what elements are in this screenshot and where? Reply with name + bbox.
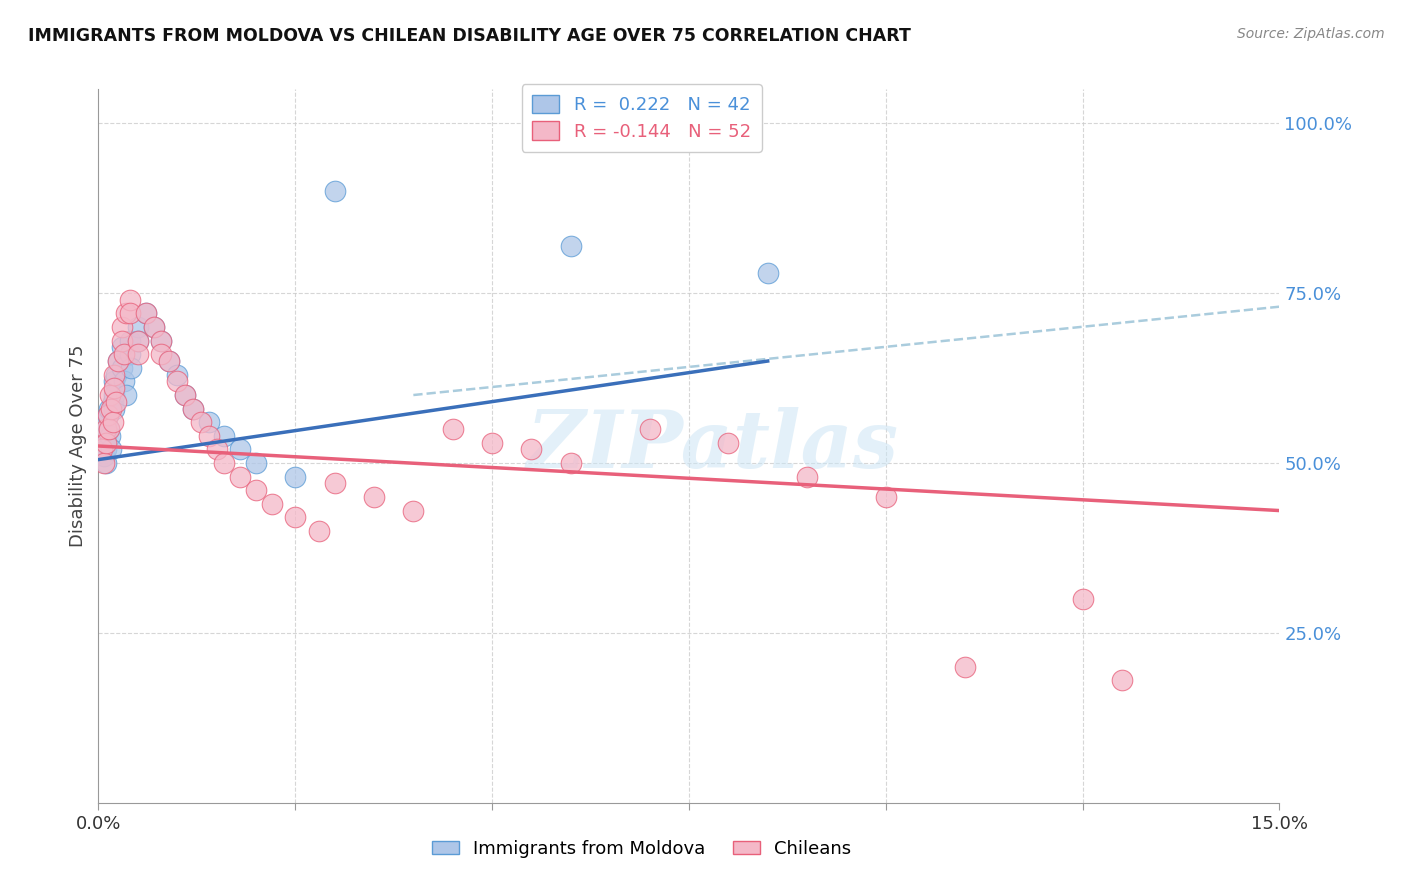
Legend: Immigrants from Moldova, Chileans: Immigrants from Moldova, Chileans <box>425 833 859 865</box>
Point <box>229 442 252 457</box>
Point <box>520 442 543 457</box>
Point <box>284 469 307 483</box>
Point <box>127 347 149 361</box>
Point <box>166 368 188 382</box>
Point <box>97 401 120 416</box>
Point <box>97 409 120 423</box>
Point <box>1111 673 1133 688</box>
Text: ZIPatlas: ZIPatlas <box>526 408 898 484</box>
Point <box>96 422 118 436</box>
Point <box>98 429 121 443</box>
Point <box>98 422 121 436</box>
Point <box>284 510 307 524</box>
Point <box>323 184 346 198</box>
Point <box>150 334 173 348</box>
Point <box>308 524 330 538</box>
Point <box>121 360 143 375</box>
Point <box>245 483 267 498</box>
Point <box>323 476 346 491</box>
Point <box>111 360 134 375</box>
Point <box>97 409 120 423</box>
Point <box>214 456 236 470</box>
Point <box>402 503 425 517</box>
Text: Source: ZipAtlas.com: Source: ZipAtlas.com <box>1237 27 1385 41</box>
Point <box>796 469 818 483</box>
Point <box>181 401 204 416</box>
Point <box>103 375 125 389</box>
Point <box>93 449 115 463</box>
Point <box>118 334 141 348</box>
Point <box>135 306 157 320</box>
Point <box>197 429 219 443</box>
Point <box>98 388 121 402</box>
Point <box>118 293 141 307</box>
Point <box>245 456 267 470</box>
Point <box>104 394 127 409</box>
Point <box>104 368 127 382</box>
Point <box>101 394 124 409</box>
Point <box>157 354 180 368</box>
Point <box>96 435 118 450</box>
Point <box>756 266 779 280</box>
Point <box>97 422 120 436</box>
Point <box>96 429 118 443</box>
Point <box>142 320 165 334</box>
Point <box>118 306 141 320</box>
Point <box>100 401 122 416</box>
Point <box>174 388 197 402</box>
Point <box>560 238 582 252</box>
Point <box>174 388 197 402</box>
Point <box>953 660 976 674</box>
Point <box>127 334 149 348</box>
Point <box>142 320 165 334</box>
Point <box>717 435 740 450</box>
Point <box>96 442 118 457</box>
Point <box>91 442 114 457</box>
Point <box>111 320 134 334</box>
Point <box>875 490 897 504</box>
Point <box>111 341 134 355</box>
Point <box>103 388 125 402</box>
Point <box>260 497 283 511</box>
Point <box>96 415 118 429</box>
Point <box>197 415 219 429</box>
Point <box>115 306 138 320</box>
Point <box>103 401 125 416</box>
Point <box>214 429 236 443</box>
Point <box>135 306 157 320</box>
Point <box>157 354 180 368</box>
Point <box>112 347 135 361</box>
Text: IMMIGRANTS FROM MOLDOVA VS CHILEAN DISABILITY AGE OVER 75 CORRELATION CHART: IMMIGRANTS FROM MOLDOVA VS CHILEAN DISAB… <box>28 27 911 45</box>
Point <box>127 320 149 334</box>
Point <box>101 415 124 429</box>
Point <box>112 375 135 389</box>
Point <box>107 354 129 368</box>
Point <box>150 334 173 348</box>
Point <box>118 347 141 361</box>
Point <box>100 442 122 457</box>
Point <box>638 422 661 436</box>
Point <box>91 442 114 457</box>
Point <box>441 422 464 436</box>
Point <box>111 334 134 348</box>
Point <box>107 354 129 368</box>
Point <box>150 347 173 361</box>
Point <box>103 381 125 395</box>
Point <box>181 401 204 416</box>
Point <box>93 435 115 450</box>
Point <box>1071 591 1094 606</box>
Point <box>93 456 115 470</box>
Y-axis label: Disability Age Over 75: Disability Age Over 75 <box>69 344 87 548</box>
Point <box>190 415 212 429</box>
Point <box>103 368 125 382</box>
Point <box>560 456 582 470</box>
Point <box>481 435 503 450</box>
Point <box>94 456 117 470</box>
Point <box>363 490 385 504</box>
Point <box>229 469 252 483</box>
Point <box>205 442 228 457</box>
Point <box>127 334 149 348</box>
Point <box>166 375 188 389</box>
Point <box>115 388 138 402</box>
